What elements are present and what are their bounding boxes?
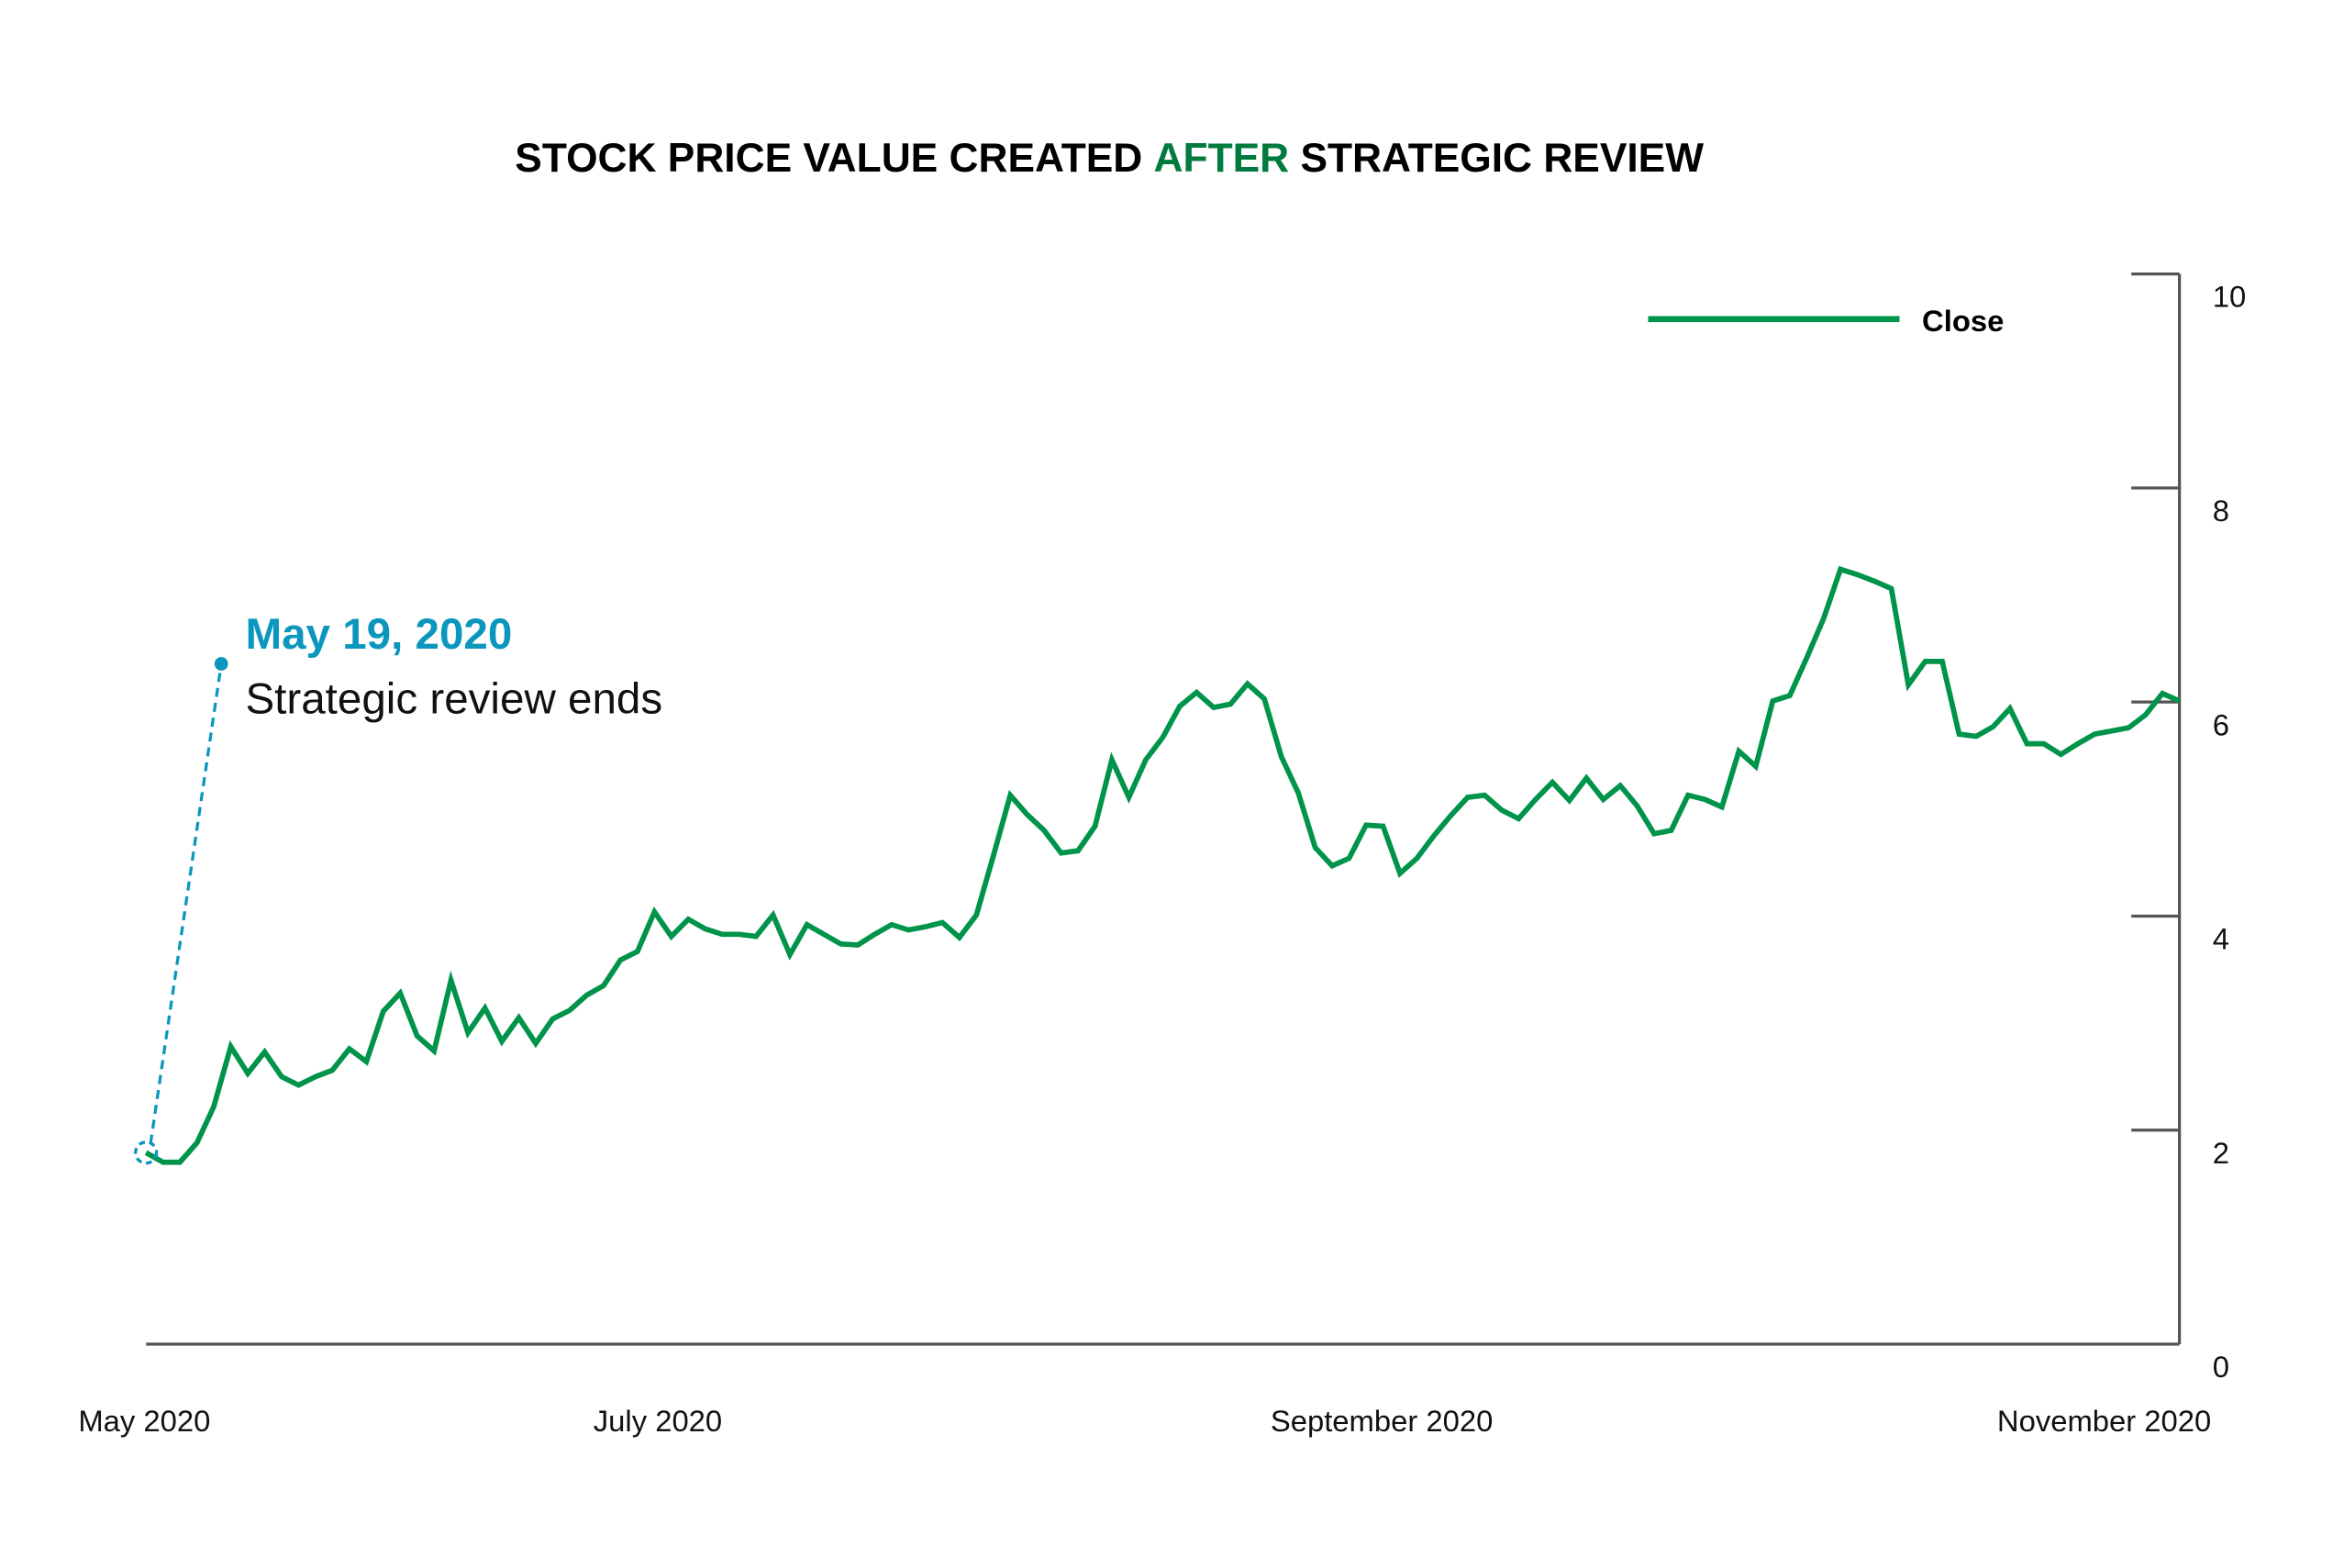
series-line-close (144, 565, 2181, 1165)
y-tick-label-8: 8 (2213, 494, 2229, 528)
annotation-date: May 19, 2020 (245, 610, 512, 659)
x-tick-label-july: July 2020 (594, 1404, 722, 1438)
annotation-text: Strategic review ends (245, 675, 662, 724)
annotation: May 19, 2020 Strategic review ends (134, 610, 662, 1165)
title-part-1: STOCK PRICE VALUE CREATED (515, 136, 1153, 181)
y-tick-label-10: 10 (2213, 280, 2246, 314)
annotation-anchor-ring (134, 1140, 159, 1165)
axes: 0 2 4 6 8 10 (146, 272, 2246, 1384)
title-part-3: STRATEGIC REVIEW (1289, 136, 1704, 181)
chart-title: STOCK PRICE VALUE CREATED AFTER STRATEGI… (515, 136, 1704, 181)
title-highlight: AFTER (1154, 136, 1290, 181)
y-tick-label-0: 0 (2213, 1350, 2229, 1384)
x-tick-label-november: November 2020 (1997, 1404, 2211, 1438)
x-tick-label-may: May 2020 (78, 1404, 210, 1438)
annotation-leader-line (149, 663, 223, 1144)
y-tick-label-2: 2 (2213, 1136, 2229, 1170)
x-tick-label-september: September 2020 (1271, 1404, 1494, 1438)
legend-label-close: Close (1922, 304, 2004, 338)
annotation-dot (214, 657, 228, 671)
y-tick-label-6: 6 (2213, 707, 2229, 741)
y-tick-label-4: 4 (2213, 922, 2229, 956)
